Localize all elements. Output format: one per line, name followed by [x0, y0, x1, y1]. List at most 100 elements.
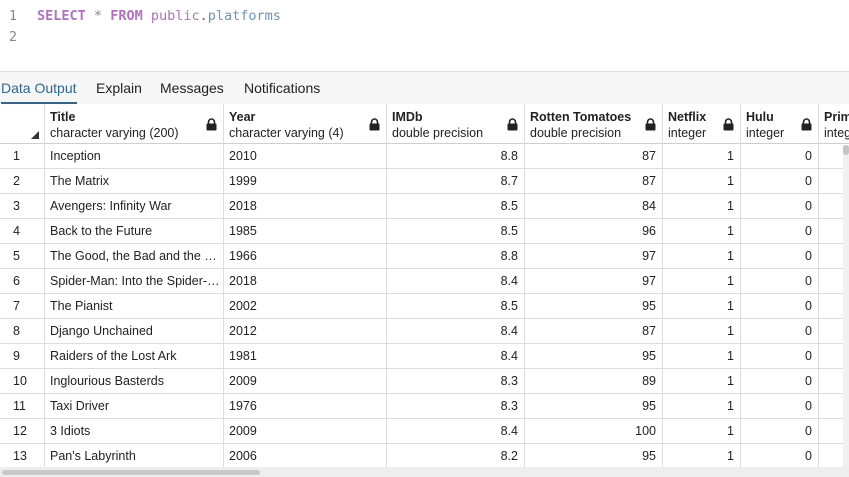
column-header-rotten-tomatoes[interactable]: Rotten Tomatoes double precision — [525, 104, 663, 144]
table-cell[interactable]: 1981 — [224, 344, 387, 369]
table-row[interactable]: 3 Avengers: Infinity War 2018 8.5 84 1 0 — [0, 194, 849, 219]
table-cell[interactable]: 2010 — [224, 144, 387, 169]
table-row[interactable]: 13 Pan's Labyrinth 2006 8.2 95 1 0 — [0, 444, 849, 467]
table-cell[interactable]: 1 — [663, 194, 741, 219]
table-cell[interactable]: 1 — [663, 169, 741, 194]
table-cell[interactable]: 2018 — [224, 194, 387, 219]
table-cell[interactable]: 1999 — [224, 169, 387, 194]
table-cell[interactable]: 8.4 — [387, 269, 525, 294]
table-cell[interactable]: 1 — [663, 344, 741, 369]
table-cell[interactable]: 8.5 — [387, 194, 525, 219]
table-cell[interactable]: 8.4 — [387, 319, 525, 344]
row-number[interactable]: 4 — [0, 219, 45, 244]
table-cell[interactable]: Django Unchained — [45, 319, 224, 344]
table-cell[interactable]: 1976 — [224, 394, 387, 419]
table-cell[interactable]: The Good, the Bad and the Ugly — [45, 244, 224, 269]
table-cell[interactable] — [819, 369, 849, 394]
table-cell[interactable]: 0 — [741, 194, 819, 219]
table-cell[interactable]: 1 — [663, 369, 741, 394]
table-cell[interactable]: 1 — [663, 394, 741, 419]
horizontal-scrollbar[interactable] — [0, 467, 849, 477]
table-cell[interactable] — [819, 194, 849, 219]
table-cell[interactable]: 96 — [525, 219, 663, 244]
table-cell[interactable]: 3 Idiots — [45, 419, 224, 444]
table-cell[interactable]: 87 — [525, 169, 663, 194]
table-cell[interactable]: 2009 — [224, 419, 387, 444]
table-cell[interactable]: 84 — [525, 194, 663, 219]
table-cell[interactable] — [819, 394, 849, 419]
table-cell[interactable]: Inception — [45, 144, 224, 169]
table-cell[interactable]: 8.8 — [387, 144, 525, 169]
table-cell[interactable]: 0 — [741, 369, 819, 394]
table-cell[interactable]: Raiders of the Lost Ark — [45, 344, 224, 369]
table-cell[interactable] — [819, 269, 849, 294]
tab-explain[interactable]: Explain — [96, 80, 142, 96]
table-cell[interactable]: Taxi Driver — [45, 394, 224, 419]
table-cell[interactable]: 87 — [525, 144, 663, 169]
table-cell[interactable]: 8.7 — [387, 169, 525, 194]
row-number[interactable]: 10 — [0, 369, 45, 394]
table-cell[interactable] — [819, 294, 849, 319]
table-cell[interactable]: 8.4 — [387, 344, 525, 369]
table-cell[interactable]: 97 — [525, 244, 663, 269]
row-number[interactable]: 2 — [0, 169, 45, 194]
row-number[interactable]: 12 — [0, 419, 45, 444]
table-row[interactable]: 2 The Matrix 1999 8.7 87 1 0 — [0, 169, 849, 194]
table-row[interactable]: 10 Inglourious Basterds 2009 8.3 89 1 0 — [0, 369, 849, 394]
row-number[interactable]: 5 — [0, 244, 45, 269]
query-line[interactable]: SELECT * FROM public.platforms — [37, 8, 281, 24]
table-cell[interactable]: 2006 — [224, 444, 387, 467]
table-cell[interactable]: Inglourious Basterds — [45, 369, 224, 394]
table-cell[interactable]: 0 — [741, 319, 819, 344]
grid-corner[interactable] — [0, 104, 45, 144]
table-cell[interactable]: 87 — [525, 319, 663, 344]
table-cell[interactable]: 8.3 — [387, 369, 525, 394]
table-cell[interactable]: 8.8 — [387, 244, 525, 269]
table-cell[interactable] — [819, 169, 849, 194]
vertical-scroll-thumb[interactable] — [843, 145, 849, 155]
table-cell[interactable]: 1 — [663, 319, 741, 344]
table-row[interactable]: 4 Back to the Future 1985 8.5 96 1 0 — [0, 219, 849, 244]
table-cell[interactable]: 1 — [663, 144, 741, 169]
table-cell[interactable]: 8.2 — [387, 444, 525, 467]
table-cell[interactable]: Avengers: Infinity War — [45, 194, 224, 219]
row-number[interactable]: 3 — [0, 194, 45, 219]
column-header-netflix[interactable]: Netflix integer — [663, 104, 741, 144]
table-cell[interactable]: 0 — [741, 294, 819, 319]
table-cell[interactable]: 2002 — [224, 294, 387, 319]
table-row[interactable]: 12 3 Idiots 2009 8.4 100 1 0 — [0, 419, 849, 444]
table-cell[interactable]: 8.3 — [387, 394, 525, 419]
table-cell[interactable]: Pan's Labyrinth — [45, 444, 224, 467]
row-number[interactable]: 9 — [0, 344, 45, 369]
table-cell[interactable]: 89 — [525, 369, 663, 394]
table-cell[interactable]: 1985 — [224, 219, 387, 244]
table-cell[interactable]: 1 — [663, 419, 741, 444]
table-cell[interactable]: Spider-Man: Into the Spider-V... — [45, 269, 224, 294]
table-cell[interactable]: 0 — [741, 219, 819, 244]
table-cell[interactable]: 0 — [741, 344, 819, 369]
tab-data-output[interactable]: Data Output — [1, 72, 77, 104]
table-cell[interactable]: 0 — [741, 444, 819, 467]
table-cell[interactable]: The Matrix — [45, 169, 224, 194]
row-number[interactable]: 13 — [0, 444, 45, 467]
table-cell[interactable] — [819, 244, 849, 269]
table-cell[interactable]: 0 — [741, 144, 819, 169]
table-cell[interactable]: 8.5 — [387, 294, 525, 319]
table-cell[interactable] — [819, 219, 849, 244]
row-number[interactable]: 8 — [0, 319, 45, 344]
table-cell[interactable]: 1 — [663, 219, 741, 244]
table-cell[interactable]: 1 — [663, 269, 741, 294]
table-row[interactable]: 1 Inception 2010 8.8 87 1 0 — [0, 144, 849, 169]
tab-notifications[interactable]: Notifications — [244, 80, 321, 96]
sql-editor[interactable]: 1 2 SELECT * FROM public.platforms — [0, 0, 849, 72]
table-cell[interactable]: 100 — [525, 419, 663, 444]
table-cell[interactable]: 2012 — [224, 319, 387, 344]
table-cell[interactable]: 95 — [525, 344, 663, 369]
table-cell[interactable]: 0 — [741, 394, 819, 419]
column-header-prim[interactable]: Prim integ — [819, 104, 849, 144]
table-cell[interactable]: 95 — [525, 394, 663, 419]
row-number[interactable]: 1 — [0, 144, 45, 169]
table-cell[interactable]: 1966 — [224, 244, 387, 269]
column-header-hulu[interactable]: Hulu integer — [741, 104, 819, 144]
row-number[interactable]: 11 — [0, 394, 45, 419]
